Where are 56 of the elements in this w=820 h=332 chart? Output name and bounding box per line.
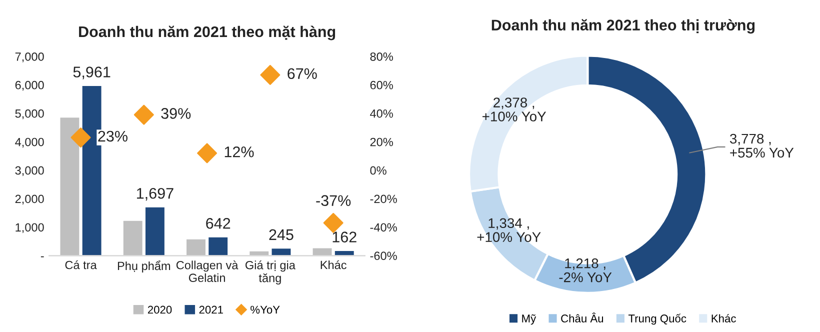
y-tick-label: 2,000 bbox=[15, 194, 44, 205]
data-label: 642 bbox=[206, 218, 230, 229]
bar bbox=[60, 118, 80, 256]
data-label: 245 bbox=[269, 229, 294, 240]
x-tick-label: Collagen và Gelatin bbox=[176, 260, 238, 282]
x-tick-label: Khác bbox=[320, 260, 346, 270]
bar bbox=[186, 239, 206, 256]
y-tick-label: 5,000 bbox=[15, 109, 44, 120]
bar bbox=[208, 237, 228, 256]
data-label: 162 bbox=[332, 232, 356, 242]
data-label: 23% bbox=[98, 130, 128, 142]
data-label: 12% bbox=[224, 146, 254, 158]
legend-label: 2020 bbox=[148, 306, 172, 314]
y-tick-label: 7,000 bbox=[15, 52, 44, 62]
legend-label: %YoY bbox=[250, 306, 280, 314]
y-tick-label: 6,000 bbox=[15, 80, 44, 91]
data-label: -37% bbox=[316, 195, 351, 206]
point bbox=[70, 128, 91, 148]
point bbox=[260, 64, 280, 85]
point bbox=[323, 212, 344, 233]
y2-tick-label: 20% bbox=[370, 138, 393, 146]
data-label: 39% bbox=[161, 108, 191, 119]
y-tick-label: 1,000 bbox=[16, 223, 44, 233]
y2-tick-label: -60% bbox=[370, 252, 397, 260]
y-tick-label: - bbox=[40, 256, 44, 258]
y2-tick-label: 60% bbox=[370, 80, 393, 90]
legend-label: Mỹ bbox=[522, 314, 536, 325]
y2-tick-label: 80% bbox=[370, 52, 393, 61]
point bbox=[197, 143, 218, 164]
data-label: 1,697 bbox=[137, 188, 174, 201]
data-label: 1,218 , -2% YoY bbox=[559, 258, 612, 282]
legend-label: Trung Quốc bbox=[628, 314, 686, 325]
chart-title: Doanh thu năm 2021 theo thị trường bbox=[492, 19, 755, 34]
data-label: 67% bbox=[288, 68, 317, 80]
chart-title: Doanh thu năm 2021 theo mặt hàng bbox=[79, 26, 336, 40]
x-tick-label: Giá trị gia tăng bbox=[246, 260, 296, 285]
legend-label: Châu Âu bbox=[561, 312, 604, 322]
y2-tick-label: -40% bbox=[370, 223, 397, 232]
y2-tick-label: 0% bbox=[370, 166, 386, 175]
y-tick-label: 3,000 bbox=[15, 166, 44, 176]
legend-label: Khác bbox=[712, 314, 736, 322]
bar bbox=[312, 248, 332, 256]
data-label: 5,961 bbox=[73, 66, 110, 80]
y2-tick-label: 40% bbox=[370, 109, 393, 118]
y-tick-label: 4,000 bbox=[15, 138, 44, 148]
bar bbox=[272, 248, 291, 256]
bar bbox=[145, 207, 164, 256]
y2-tick-label: -20% bbox=[370, 194, 397, 204]
data-label: 1,334 , +10% YoY bbox=[477, 218, 541, 242]
data-label: 2,378 , +10% YoY bbox=[482, 98, 546, 122]
legend-label: 2021 bbox=[199, 306, 223, 314]
point bbox=[134, 104, 154, 125]
data-label: 3,778 , +55% YoY bbox=[730, 134, 794, 158]
x-tick-label: Phụ phẩm bbox=[118, 260, 170, 272]
x-tick-label: Cá tra bbox=[65, 260, 97, 270]
bar bbox=[123, 220, 142, 256]
